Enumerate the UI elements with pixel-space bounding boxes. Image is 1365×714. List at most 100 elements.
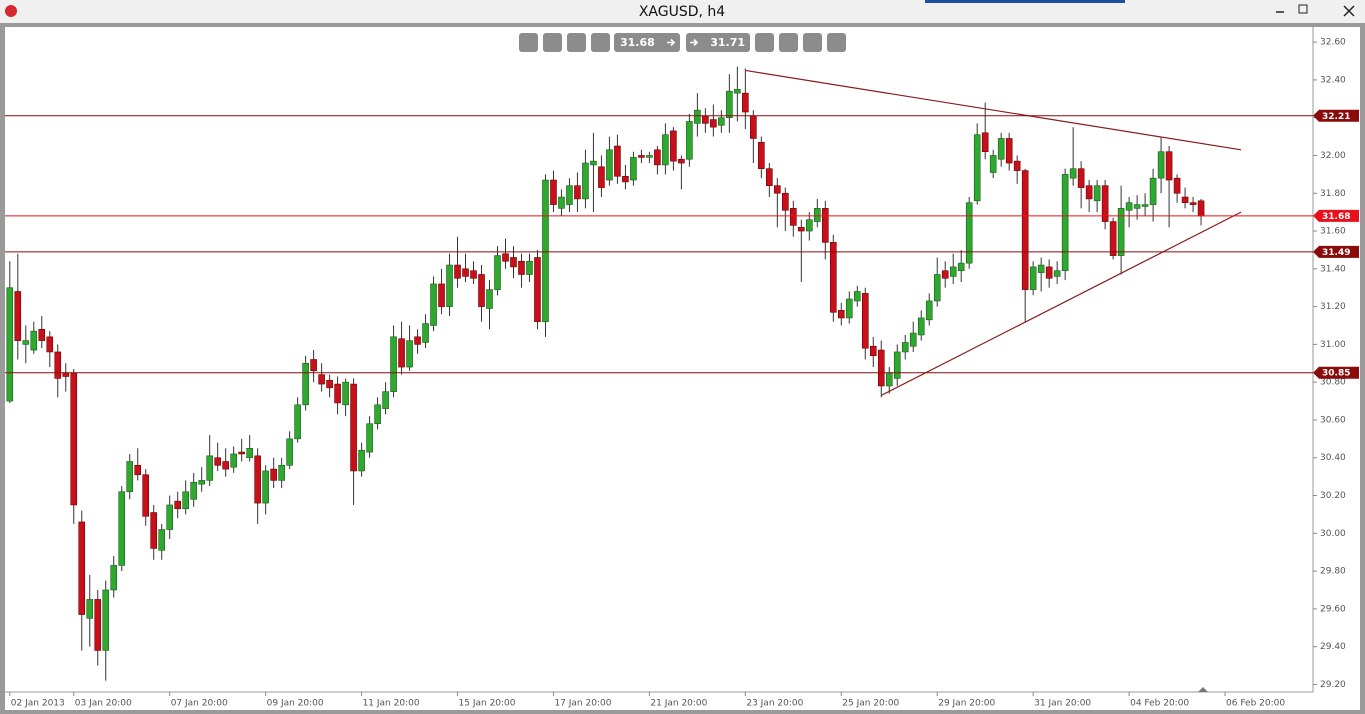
- social-button[interactable]: [779, 33, 798, 52]
- candle-body: [206, 455, 213, 481]
- candle-body: [446, 264, 453, 307]
- candle-body: [358, 449, 365, 472]
- y-tick-label: 32.40: [1320, 75, 1346, 85]
- title-bar: [0, 0, 1365, 23]
- candle-body: [670, 130, 677, 162]
- x-tick-label: 04 Feb 20:00: [1130, 699, 1189, 709]
- ask-price: 31.71: [710, 36, 745, 49]
- candle-body: [798, 226, 805, 232]
- candle-body: [254, 455, 261, 504]
- candle-body: [150, 512, 158, 549]
- candle-body: [174, 500, 181, 510]
- candle-body: [861, 293, 869, 349]
- candle-body: [390, 336, 397, 392]
- candle-body: [646, 155, 653, 158]
- candle-body: [566, 185, 573, 205]
- comment-button[interactable]: [803, 33, 822, 52]
- candle-body: [94, 599, 102, 651]
- candle-body: [662, 134, 669, 166]
- sell-arrow: [667, 38, 676, 47]
- candle-body: [718, 117, 725, 126]
- candle-body: [790, 208, 797, 226]
- candle-body: [470, 270, 477, 279]
- candle-body: [925, 300, 933, 321]
- app-icon: [5, 5, 17, 17]
- candle-body: [6, 287, 14, 402]
- trend-line: [880, 211, 1242, 396]
- x-tick-label: 07 Jan 20:00: [171, 699, 228, 709]
- x-tick-label: 15 Jan 20:00: [459, 699, 516, 709]
- list-button[interactable]: [755, 33, 774, 52]
- period-button[interactable]: [567, 33, 586, 52]
- x-tick-label: 29 Jan 20:00: [938, 699, 995, 709]
- shift-marker: [1198, 687, 1208, 692]
- candle-body: [342, 381, 349, 406]
- candle-body: [734, 89, 741, 94]
- candle-body: [534, 257, 541, 323]
- y-tick-label: 30.60: [1320, 415, 1346, 425]
- y-tick-label: 31.60: [1320, 227, 1346, 237]
- candle-body: [78, 521, 86, 615]
- candle-body: [989, 155, 997, 173]
- candle-body: [829, 242, 837, 313]
- y-tick-label: 29.20: [1320, 680, 1346, 690]
- price-level-label: 32.21: [1322, 112, 1350, 122]
- candle-body: [1077, 168, 1085, 188]
- candle-body: [957, 262, 965, 272]
- y-tick-label: 31.20: [1320, 302, 1346, 312]
- candle-body: [1093, 185, 1101, 202]
- zoom-button[interactable]: [519, 33, 538, 52]
- x-tick-label: 23 Jan 20:00: [746, 699, 803, 709]
- settings-button[interactable]: [543, 33, 562, 52]
- candle-body: [678, 158, 685, 164]
- candle-body: [1189, 202, 1197, 205]
- candle-body: [542, 179, 549, 323]
- candle-body: [262, 470, 269, 504]
- candle-body: [326, 379, 333, 389]
- y-tick-label: 32.00: [1320, 151, 1346, 161]
- x-tick-label: 06 Feb 20:00: [1226, 699, 1285, 709]
- candle-body: [1157, 151, 1165, 179]
- candle-body: [774, 185, 781, 194]
- candle-body: [550, 179, 557, 205]
- candle-body: [638, 155, 645, 158]
- candle-body: [1045, 266, 1053, 279]
- candle-body: [22, 340, 30, 345]
- candle-body: [350, 383, 357, 472]
- candle-body: [909, 332, 917, 347]
- candle-body: [702, 115, 709, 124]
- y-tick-label: 29.80: [1320, 567, 1346, 577]
- chart-toolbar: 31.68 31.71: [519, 33, 846, 52]
- candle-body: [318, 374, 325, 385]
- candle-body: [214, 457, 221, 466]
- trade-button[interactable]: [827, 33, 846, 52]
- candle-body: [422, 323, 429, 343]
- candle-body: [1165, 151, 1173, 181]
- candle-body: [981, 132, 989, 152]
- candle-body: [110, 565, 118, 591]
- x-tick-label: 21 Jan 20:00: [650, 699, 707, 709]
- candle-body: [398, 338, 405, 368]
- buy-button[interactable]: [686, 33, 750, 52]
- candle-body: [438, 283, 445, 307]
- candle-body: [430, 283, 437, 326]
- candle-body: [686, 121, 693, 160]
- candle-body: [933, 274, 941, 302]
- candle-body: [654, 149, 661, 166]
- candle-body: [845, 298, 853, 319]
- candle-body: [614, 145, 621, 177]
- restore-button[interactable]: [1298, 4, 1308, 14]
- candle-body: [70, 372, 78, 506]
- candle-body: [965, 202, 973, 264]
- candle-body: [1141, 204, 1149, 207]
- candle-body: [222, 461, 229, 470]
- trend-line: [745, 69, 1242, 151]
- chart-type-button[interactable]: [591, 33, 610, 52]
- buy-arrow: [690, 38, 699, 47]
- candle-body: [414, 336, 421, 345]
- candle-body: [590, 160, 597, 166]
- candle-body: [406, 340, 413, 368]
- candle-body: [941, 270, 949, 279]
- sell-button[interactable]: [614, 33, 680, 52]
- close-button[interactable]: [1343, 5, 1355, 17]
